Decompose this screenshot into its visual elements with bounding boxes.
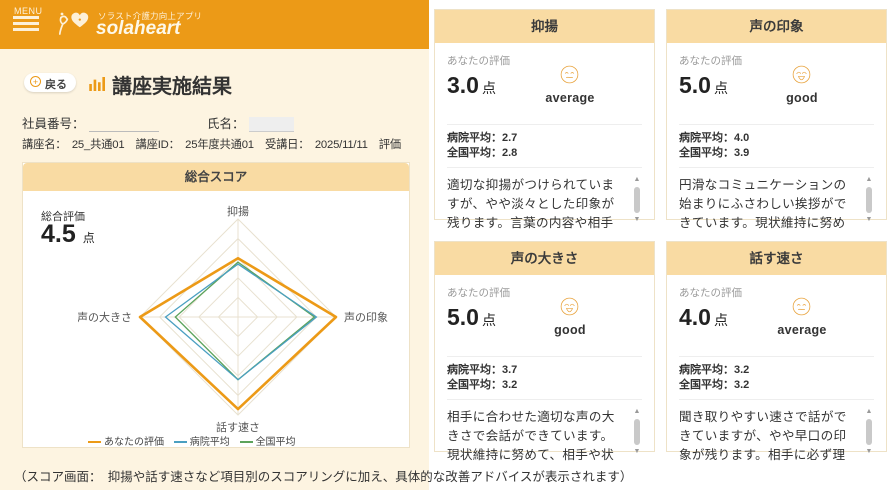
svg-text:話す速さ: 話す速さ [216, 420, 260, 434]
svg-text:声の大きさ: 声の大きさ [78, 310, 132, 324]
svg-text:抑揚: 抑揚 [227, 204, 249, 218]
svg-text:声の印象: 声の印象 [344, 310, 388, 324]
